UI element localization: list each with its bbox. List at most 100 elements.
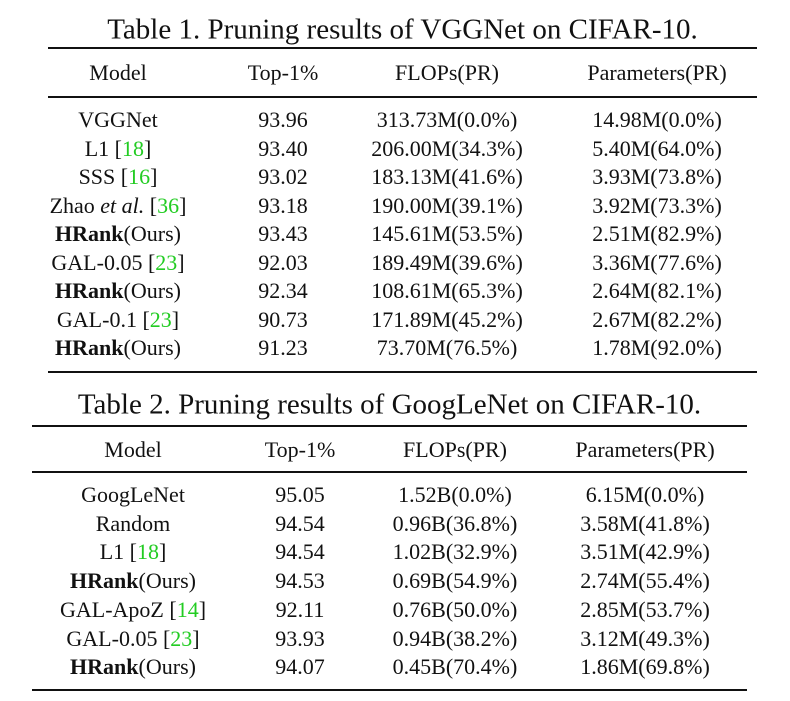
cell: 92.11	[275, 596, 325, 622]
text-segment: ]	[192, 625, 200, 651]
header-cell: FLOPs(PR)	[403, 437, 507, 462]
header-cell: Model	[104, 437, 162, 462]
text-segment: (Ours)	[123, 278, 181, 303]
cell: 3.93M(73.8%)	[592, 164, 722, 189]
text-segment: HRank	[70, 568, 139, 594]
text-segment: et al.	[100, 192, 145, 218]
model-cell: VGGNet	[78, 109, 157, 131]
model-cell: HRank(Ours)	[70, 570, 196, 592]
cell: 1.86M(69.8%)	[580, 654, 710, 680]
cell: 189.49M(39.6%)	[371, 249, 523, 275]
cell: 94.07	[275, 654, 325, 680]
cell: 3.58M(41.8%)	[580, 510, 710, 536]
cell: 0.76B(50.0%)	[392, 596, 518, 622]
cell: 93.43	[258, 221, 308, 246]
text-segment: [	[144, 192, 158, 218]
model-cell: GAL-0.1 [23]	[56, 306, 180, 332]
cell: 183.13M(41.6%)	[371, 164, 523, 189]
model-cell: HRank(Ours)	[55, 337, 181, 359]
text-segment: (Ours)	[123, 335, 181, 360]
text-segment: GoogLeNet	[81, 482, 185, 507]
cell: 0.69B(54.9%)	[392, 568, 518, 594]
text-segment: ]	[171, 306, 180, 332]
text-segment: 23	[149, 306, 172, 332]
cell: 1.78M(92.0%)	[592, 335, 722, 360]
header-cell: Parameters(PR)	[587, 60, 727, 85]
cell: 2.74M(55.4%)	[580, 568, 710, 594]
table-title: Table 2. Pruning results of GoogLeNet on…	[77, 388, 702, 421]
cell: 145.61M(53.5%)	[371, 221, 523, 246]
text-segment: HRank	[70, 654, 139, 680]
cell: 313.73M(0.0%)	[376, 107, 518, 132]
text-segment: VGGNet	[78, 107, 158, 132]
text-segment: ]	[150, 164, 158, 189]
text-segment: ]	[158, 539, 167, 565]
cell: 94.54	[275, 539, 325, 565]
cell: 93.96	[258, 107, 308, 132]
header-cell: Top-1%	[247, 60, 319, 85]
model-cell: GAL-0.05 [23]	[66, 625, 200, 651]
cell: 0.96B(36.8%)	[392, 510, 518, 536]
model-cell: HRank(Ours)	[55, 280, 181, 302]
text-segment: (Ours)	[138, 568, 196, 594]
text-segment: SSS [	[78, 164, 129, 189]
cell: 3.51M(42.9%)	[580, 539, 710, 565]
cell: 206.00M(34.3%)	[371, 135, 523, 161]
text-segment: Zhao	[49, 192, 101, 218]
text-segment: ]	[143, 135, 152, 161]
model-cell: L1 [18]	[100, 541, 167, 563]
cell: 92.34	[258, 278, 308, 303]
cell: 2.85M(53.7%)	[580, 596, 710, 622]
cell: 93.02	[258, 164, 308, 189]
text-segment: 36	[157, 192, 180, 218]
cell: 2.64M(82.1%)	[592, 278, 722, 303]
cell: 93.93	[275, 625, 325, 651]
header-cell: Top-1%	[264, 437, 336, 462]
cell: 5.40M(64.0%)	[592, 135, 722, 161]
cell: 3.12M(49.3%)	[580, 625, 710, 651]
cell: 1.02B(32.9%)	[392, 539, 518, 565]
cell: 3.92M(73.3%)	[592, 192, 722, 218]
cell: 6.15M(0.0%)	[585, 482, 705, 507]
cell: 190.00M(39.1%)	[371, 192, 523, 218]
text-segment: HRank	[55, 278, 124, 303]
header-cell: Model	[89, 60, 147, 85]
model-cell: Zhao et al. [36]	[49, 192, 187, 218]
header-cell: Parameters(PR)	[575, 437, 715, 462]
text-segment: 14	[176, 596, 199, 622]
rule	[32, 688, 747, 692]
text-segment: GAL-0.1 [	[56, 306, 150, 332]
text-segment: ]	[198, 596, 207, 622]
model-cell: HRank(Ours)	[70, 656, 196, 678]
cell: 14.98M(0.0%)	[592, 107, 722, 132]
text-segment: GAL-0.05 [	[66, 625, 171, 651]
text-segment: 18	[136, 539, 159, 565]
rule	[48, 46, 757, 50]
header-cell: FLOPs(PR)	[395, 60, 499, 85]
rule	[32, 471, 747, 473]
text-segment: GAL-ApoZ [	[59, 596, 177, 622]
cell: 73.70M(76.5%)	[376, 335, 518, 360]
model-cell: GAL-ApoZ [14]	[59, 596, 207, 622]
cell: 94.54	[275, 510, 325, 536]
text-segment: ]	[177, 249, 185, 275]
text-segment: (Ours)	[138, 654, 196, 680]
text-segment: L1 [	[84, 135, 122, 161]
text-segment: GAL-0.05 [	[51, 249, 156, 275]
cell: 93.40	[258, 135, 308, 161]
cell: 90.73	[258, 306, 308, 332]
text-segment: Random	[95, 510, 171, 536]
cell: 171.89M(45.2%)	[371, 306, 523, 332]
text-segment: 16	[128, 164, 151, 189]
cell: 95.05	[275, 482, 325, 507]
model-cell: SSS [16]	[79, 166, 158, 188]
text-segment: 23	[155, 249, 178, 275]
cell: 0.45B(70.4%)	[392, 654, 518, 680]
model-cell: GAL-0.05 [23]	[51, 249, 185, 275]
cell: 93.18	[258, 192, 308, 218]
text-segment: (Ours)	[123, 221, 181, 246]
cell: 2.51M(82.9%)	[592, 221, 722, 246]
model-cell: HRank(Ours)	[55, 223, 181, 245]
cell: 1.52B(0.0%)	[398, 482, 512, 507]
